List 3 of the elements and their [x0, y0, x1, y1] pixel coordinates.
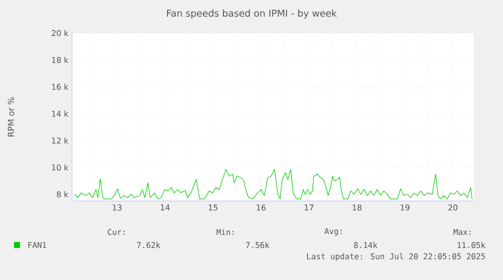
line-series: [74, 169, 472, 200]
y-axis-title: RPM or %: [8, 97, 14, 136]
chart-title: Fan speeds based on IPMI - by week: [167, 9, 337, 19]
